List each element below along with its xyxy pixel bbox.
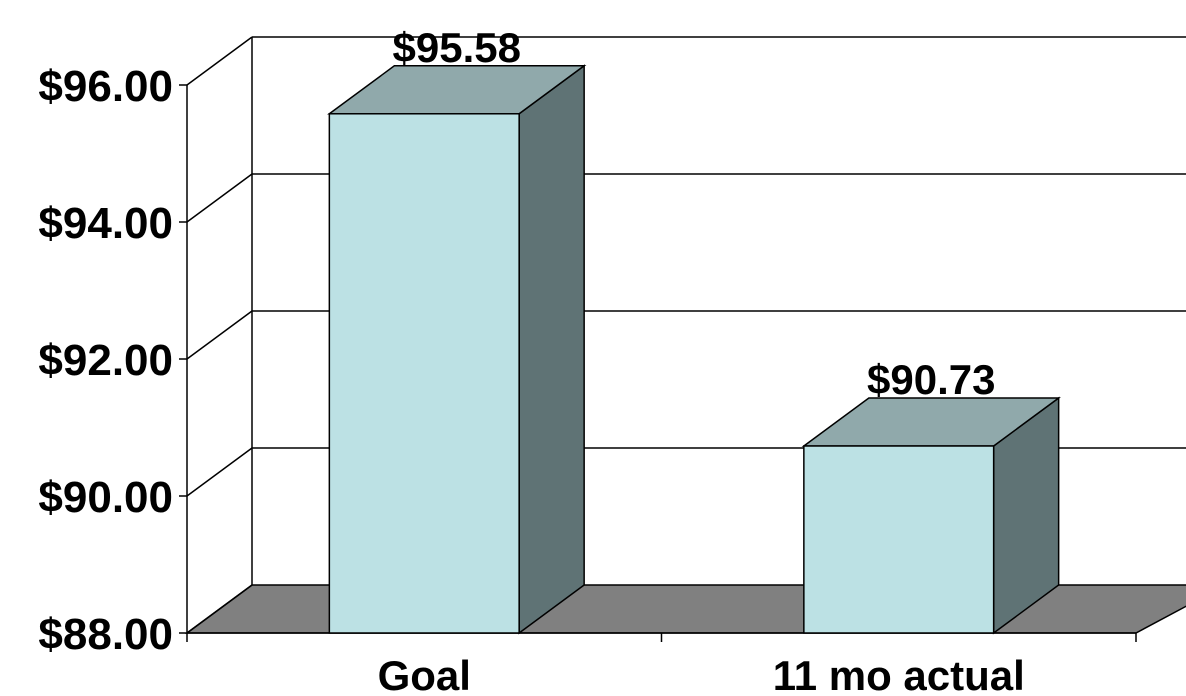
bar-side [518, 64, 585, 635]
y-tick-label: $88.00 [38, 610, 173, 659]
y-tick-label: $94.00 [38, 199, 173, 248]
x-category-label: Goal [378, 652, 471, 696]
gridline-side [186, 173, 253, 223]
y-tick-labels: $88.00 $90.00 $92.00 $94.00 $96.00 [38, 62, 173, 659]
bars [327, 64, 1061, 635]
gridline-side [186, 310, 253, 360]
data-label: $90.73 [867, 356, 995, 403]
gridline-side [186, 584, 253, 634]
bar [803, 445, 995, 634]
gridline-side [186, 36, 253, 86]
data-label: $95.58 [393, 24, 521, 71]
x-category-label: 11 mo actual [773, 652, 1025, 696]
gridline-side [186, 447, 253, 497]
category-labels: Goal 11 mo actual [378, 652, 1025, 696]
data-labels: $95.58 $90.73 [393, 24, 996, 403]
y-tick-label: $96.00 [38, 62, 173, 111]
y-tick-label: $92.00 [38, 336, 173, 385]
bar [328, 113, 520, 634]
y-tick-label: $90.00 [38, 473, 173, 522]
